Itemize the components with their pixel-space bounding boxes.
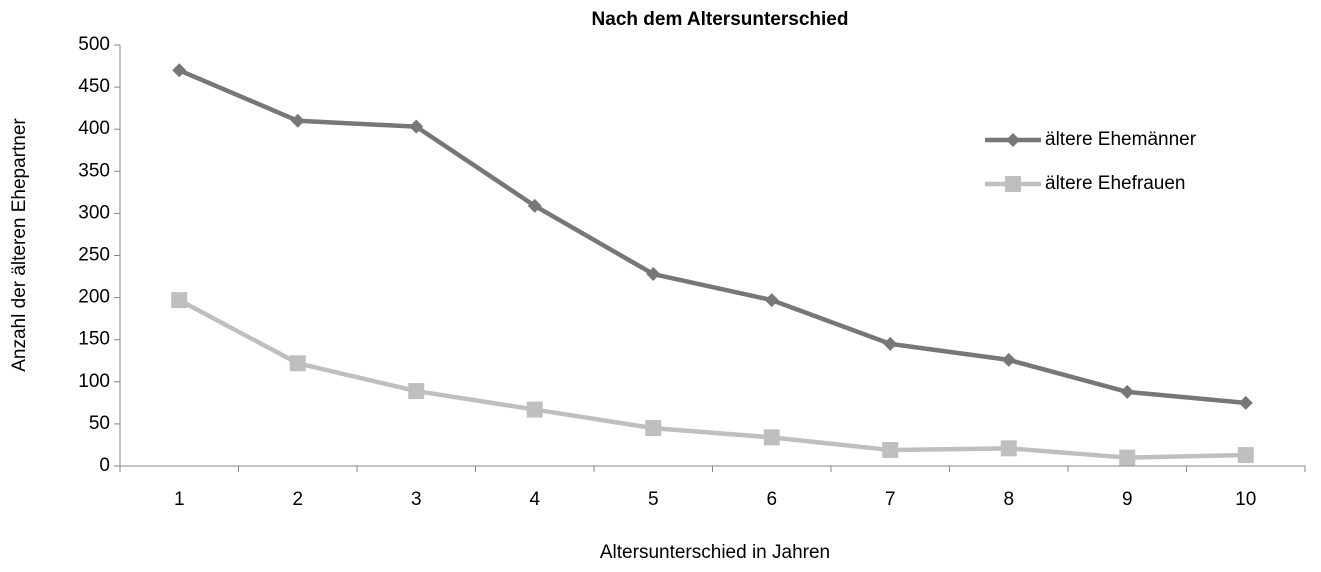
- data-line: [178, 298, 1246, 460]
- x-tick-label: 7: [885, 489, 896, 510]
- data-line: [178, 68, 1246, 406]
- y-tick-label: 150: [78, 329, 110, 350]
- data-point: [289, 355, 306, 372]
- data-point: [1000, 440, 1017, 457]
- data-point: [882, 442, 899, 459]
- y-tick-label: 50: [89, 413, 110, 434]
- x-tick-label: 1: [174, 489, 185, 510]
- data-point: [1001, 352, 1016, 367]
- data-point: [1120, 384, 1135, 399]
- x-tick-label: 5: [648, 489, 659, 510]
- legend-label: ältere Ehefrauen: [1045, 173, 1186, 194]
- legend-marker: [1005, 176, 1021, 192]
- x-tick-label: 10: [1235, 489, 1256, 510]
- x-tick-label: 4: [529, 489, 540, 510]
- data-point: [408, 383, 425, 400]
- y-tick-label: 500: [78, 34, 110, 55]
- legend-label: ältere Ehemänner: [1045, 129, 1197, 150]
- y-tick-label: 200: [78, 287, 110, 308]
- data-point: [1119, 449, 1136, 466]
- y-tick-label: 300: [78, 202, 110, 223]
- data-point: [764, 293, 779, 308]
- data-point: [526, 401, 543, 418]
- data-point: [1238, 395, 1253, 410]
- y-tick-label: 450: [78, 76, 110, 97]
- y-axis-label: Anzahl der älteren Ehepartner: [9, 118, 30, 372]
- y-tick-label: 250: [78, 245, 110, 266]
- x-tick-label: 3: [411, 489, 422, 510]
- legend-marker: [1006, 133, 1020, 147]
- data-point: [171, 292, 188, 309]
- data-point: [290, 113, 305, 128]
- x-tick-label: 8: [1003, 489, 1014, 510]
- data-point: [409, 119, 424, 134]
- data-point: [172, 63, 187, 78]
- x-tick-label: 9: [1122, 489, 1133, 510]
- data-point: [527, 198, 542, 213]
- y-tick-label: 400: [78, 118, 110, 139]
- data-point: [883, 336, 898, 351]
- y-tick-label: 0: [99, 455, 110, 476]
- data-point: [763, 429, 780, 446]
- x-axis-label: Altersunterschied in Jahren: [600, 542, 830, 563]
- y-tick-label: 350: [78, 160, 110, 181]
- x-tick-label: 2: [292, 489, 303, 510]
- data-point: [646, 267, 661, 282]
- data-point: [645, 420, 662, 437]
- data-point: [1237, 447, 1254, 464]
- y-tick-label: 100: [78, 371, 110, 392]
- chart-title: Nach dem Altersunterschied: [592, 9, 849, 30]
- x-tick-label: 6: [766, 489, 777, 510]
